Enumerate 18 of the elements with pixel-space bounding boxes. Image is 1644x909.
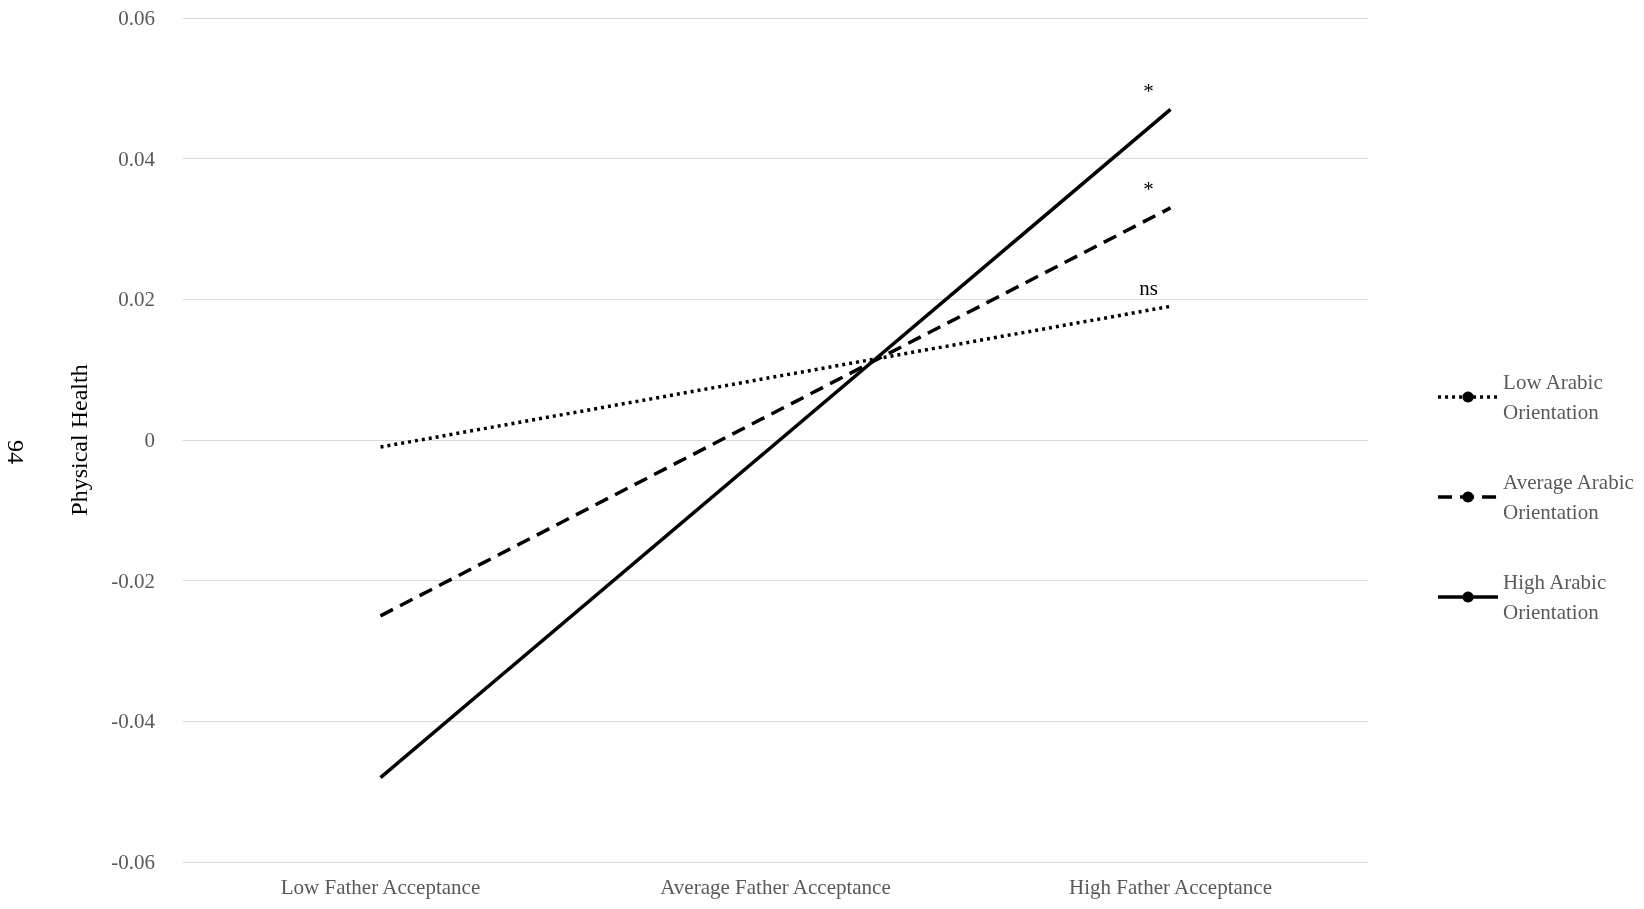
x-tick-label: Average Father Acceptance [660,874,891,899]
y-tick-label: 0.04 [118,146,156,171]
y-tick-label: 0.02 [118,287,155,312]
annotation: * [1143,78,1154,103]
text: 94 [3,440,29,464]
y-tick-label: -0.06 [111,850,155,874]
y-tick-label: -0.02 [111,568,155,593]
y-tick-label: 0.06 [118,6,155,30]
y-tick-label: -0.04 [111,709,156,734]
annotation: * [1143,177,1154,202]
y-tick-label: 0 [144,428,155,452]
x-tick-label: Low Father Acceptance [280,874,481,899]
legend-label: Average Arabic Orientation [1503,470,1634,524]
y-axis-title: Physical Health [66,364,92,516]
legend-label: Low Arabic Orientation [1503,370,1603,424]
legend-label: High Arabic Orientation [1503,570,1607,624]
x-tick-label: High Father Acceptance [1069,874,1272,899]
annotation: ns [1139,275,1158,300]
